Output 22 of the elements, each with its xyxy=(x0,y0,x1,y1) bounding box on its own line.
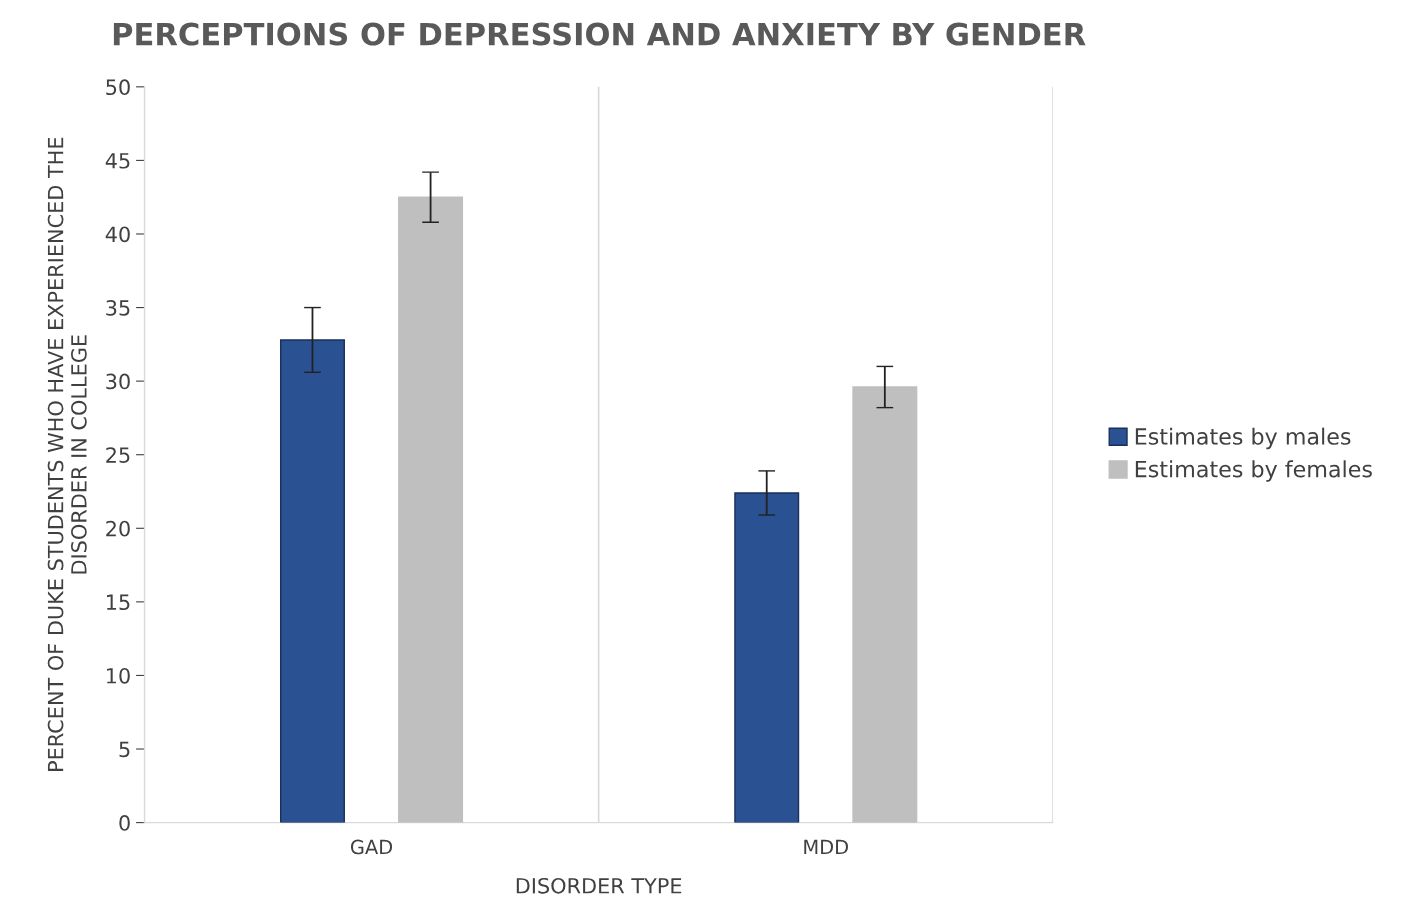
y-tick-label: 5 xyxy=(119,741,130,758)
y-tick-label: 25 xyxy=(106,447,130,463)
y-tick-label: 30 xyxy=(106,373,130,390)
bar xyxy=(852,386,918,823)
y-tick-label: 15 xyxy=(106,594,130,611)
legend-label: Estimates by females xyxy=(1135,460,1372,482)
y-axis-title: PERCENT OF DUKE STUDENTS WHO HAVE EXPERIENCED THE DISORDER IN COLLEGE xyxy=(47,137,87,771)
x-tick-label: GAD xyxy=(350,839,393,855)
x-axis-title: DISORDER TYPE xyxy=(516,877,682,894)
chart-title: PERCEPTIONS OF DEPRESSION AND ANXIETY BY GENDER xyxy=(113,22,1086,46)
bar xyxy=(734,492,800,823)
y-tick-label: 45 xyxy=(105,153,130,169)
y-tick-label: 40 xyxy=(105,226,130,243)
y-tick-label: 0 xyxy=(119,815,130,831)
y-tick-label: 35 xyxy=(106,300,130,316)
legend-label: Estimates by males xyxy=(1135,427,1351,450)
y-tick-label: 50 xyxy=(106,79,130,96)
x-tick-label: MDD xyxy=(804,839,848,855)
bar xyxy=(279,339,345,823)
y-tick-label: 20 xyxy=(106,520,130,537)
y-tick-label: 10 xyxy=(106,667,130,684)
bar xyxy=(398,196,464,823)
